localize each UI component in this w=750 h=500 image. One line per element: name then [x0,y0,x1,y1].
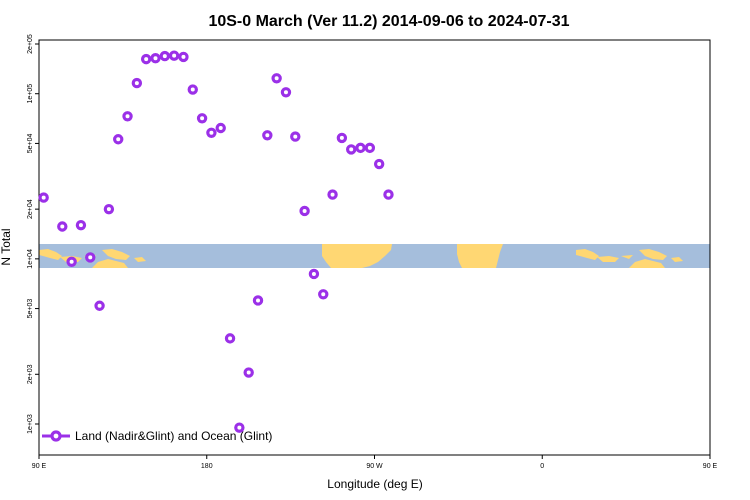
data-point [252,295,264,306]
x-tick-label: 180 [201,463,213,470]
data-point [299,205,310,217]
data-point [150,53,161,64]
land-mass-africa [457,244,503,268]
data-point [140,53,152,65]
land-mass-australia [92,259,128,268]
data-point [187,84,198,95]
land-mass-south-america [322,244,392,268]
y-tick-label: 1e+05 [27,84,34,104]
data-point [206,127,217,138]
land-mass-indonesia [39,249,96,262]
x-axis-label: Longitude (deg E) [327,477,422,491]
y-tick-label: 1e+03 [27,414,34,434]
y-axis-label: N Total [0,228,13,265]
data-point [103,203,115,215]
y-tick-label: 5e+03 [27,299,34,319]
data-point [75,219,87,231]
data-point [131,77,143,89]
land-mass-australia-right [629,259,665,268]
world-map-band [39,244,710,268]
data-point [57,221,68,232]
data-point [196,113,208,124]
data-point [308,268,320,280]
land-mass-indonesia-right [576,249,633,262]
data-point [364,142,376,154]
legend-marker-swatch [50,430,62,442]
legend: Land (Nadir&Glint) and Ocean (Glint) [42,429,272,443]
x-tick-label: 90 E [32,463,47,470]
data-point [215,122,226,134]
data-point [94,300,105,311]
data-point [224,333,236,344]
data-point [66,256,77,267]
y-tick-label: 2e+03 [27,364,34,384]
data-point [346,144,357,155]
land-mass-islands-east [671,257,683,262]
chart-title: 10S-0 March (Ver 11.2) 2014-09-06 to 202… [208,13,569,30]
data-point [271,73,282,84]
data-point [327,189,338,200]
data-point [122,111,133,122]
data-point [85,252,96,263]
y-tick-label: 5e+04 [27,133,34,153]
x-tick-label: 90 E [703,463,718,470]
x-tick-label: 90 W [366,463,383,470]
data-point [280,87,292,98]
land-mass-new-guinea [102,249,130,260]
data-point [38,192,49,203]
x-axis: 90 E 180 90 W 0 90 E [32,455,718,470]
data-point [113,134,124,145]
data-point [290,131,301,142]
legend-label: Land (Nadir&Glint) and Ocean (Glint) [75,429,272,443]
data-point [355,142,366,154]
x-tick-label: 0 [540,463,544,470]
y-tick-label: 2e+05 [27,34,34,54]
data-point [336,132,348,144]
land-mass-islands-west [134,257,146,262]
data-point [159,50,171,62]
data-point [318,289,329,300]
data-point [383,189,394,200]
data-points [38,50,394,433]
data-point [178,51,189,63]
data-point [243,367,254,378]
data-point [168,50,180,61]
y-axis: 1e+03 2e+03 5e+03 1e+04 2e+04 5e+04 1e+05 2e+05 [27,34,39,434]
y-tick-label: 1e+04 [27,249,34,269]
data-point [234,422,245,433]
y-tick-label: 2e+04 [27,199,34,219]
land-mass-new-guinea-right [639,249,667,260]
data-point [262,130,273,141]
data-point [373,158,385,170]
